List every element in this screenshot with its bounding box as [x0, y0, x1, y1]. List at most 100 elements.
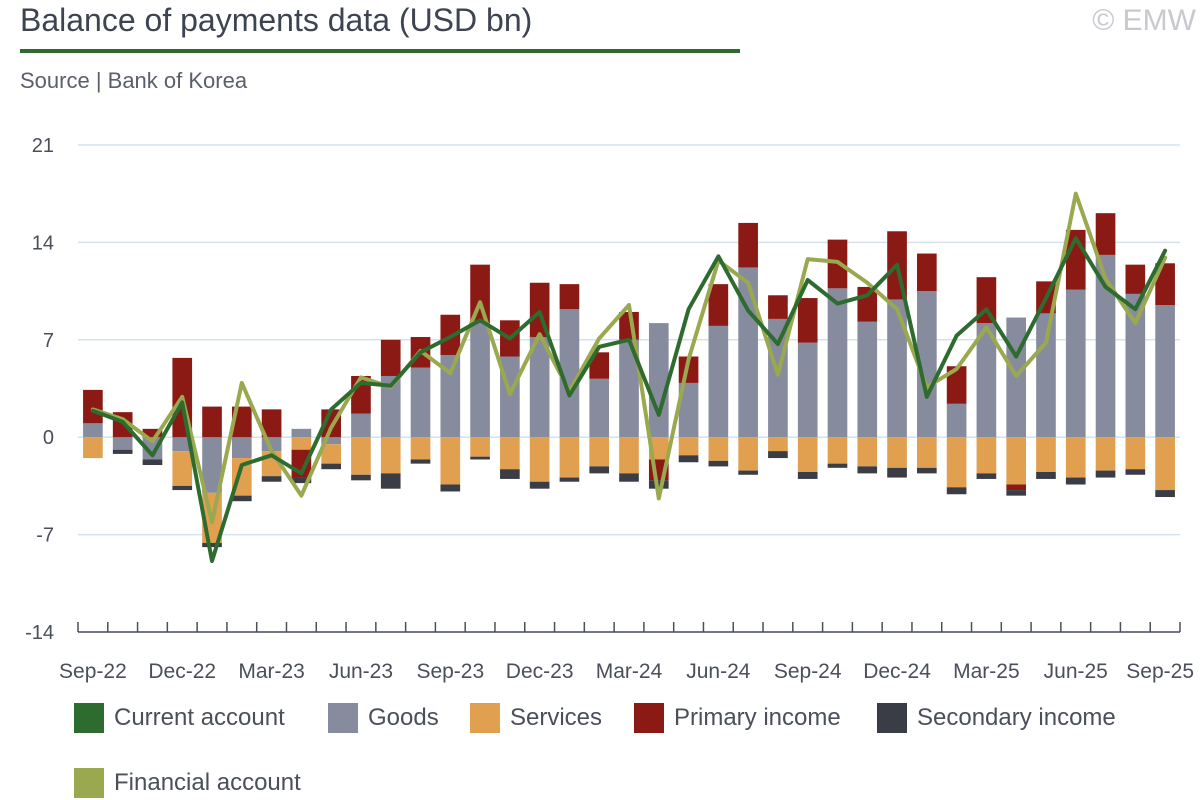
bar-secondary-income [380, 473, 401, 489]
bar-primary-income [202, 406, 222, 438]
bar-secondary-income [976, 473, 997, 479]
bar-goods [708, 325, 729, 438]
x-tick-label: Mar-23 [238, 660, 305, 683]
bar-primary-income [261, 409, 282, 438]
line-financial-account [90, 191, 1168, 525]
bar-secondary-income [231, 495, 252, 502]
bar-goods [887, 299, 907, 438]
bar-secondary-income [261, 476, 282, 482]
bar-goods [559, 309, 580, 438]
bar-goods [946, 403, 967, 438]
bar-goods [797, 342, 818, 438]
bar-goods [976, 323, 997, 438]
bar-services [708, 437, 729, 461]
bar-services [1065, 437, 1086, 478]
bar-goods [202, 437, 222, 493]
bar-secondary-income [1036, 471, 1056, 479]
bar-primary-income [559, 284, 580, 310]
bar-secondary-income [440, 484, 461, 492]
legend-swatch-services [470, 703, 500, 733]
bar-secondary-income [410, 459, 431, 464]
bar-services [797, 437, 818, 472]
legend-label-goods: Goods [368, 704, 439, 731]
legend-label-secondary-income: Secondary income [917, 704, 1116, 731]
bar-services [738, 437, 758, 471]
bar-services [917, 437, 937, 468]
bar-secondary-income [202, 542, 222, 548]
chart-title: Balance of payments data (USD bn) [20, 2, 533, 38]
x-tick-label: Sep-25 [1126, 660, 1194, 683]
bar-goods [172, 437, 193, 452]
legend-label-current-account: Current account [114, 704, 285, 731]
x-tick-label: Sep-23 [416, 660, 484, 683]
bar-secondary-income [797, 471, 818, 479]
bar-secondary-income [827, 463, 848, 468]
x-tick-label: Mar-24 [596, 660, 663, 683]
bar-services [470, 437, 490, 457]
bar-secondary-income [112, 449, 133, 454]
bar-services [589, 437, 610, 467]
bar-goods [321, 437, 341, 445]
bar-primary-income [1006, 484, 1027, 491]
bar-goods [112, 437, 133, 450]
bar-goods [529, 337, 550, 438]
bar-primary-income [83, 389, 103, 424]
legend-item-services: Services [470, 703, 602, 733]
bar-goods [857, 321, 878, 438]
legend-label-services: Services [510, 704, 603, 731]
bar-goods [917, 291, 937, 438]
bar-secondary-income [589, 466, 610, 474]
bar-secondary-income [917, 467, 937, 474]
legend-item-goods: Goods [328, 703, 439, 733]
bar-secondary-income [1095, 470, 1116, 478]
bar-secondary-income [768, 451, 788, 459]
x-tick-label: Dec-22 [148, 660, 216, 683]
bar-goods [648, 323, 669, 438]
bar-secondary-income [648, 480, 669, 489]
legend-swatch-current-account [74, 703, 104, 733]
x-tick-label: Mar-25 [953, 660, 1020, 683]
bar-services [887, 437, 907, 468]
bar-secondary-income [857, 466, 878, 474]
x-tick-label: Sep-22 [59, 660, 127, 683]
bar-services [619, 437, 639, 474]
bar-primary-income [797, 298, 818, 343]
bar-services [410, 437, 431, 460]
bar-secondary-income [678, 455, 699, 463]
bar-primary-income [917, 253, 937, 292]
y-tick-label: -7 [36, 525, 54, 547]
legend-label-financial-account: Financial account [114, 769, 301, 796]
legend-swatch-secondary-income [877, 703, 907, 733]
bar-services [559, 437, 580, 478]
x-tick-label: Jun-23 [329, 660, 393, 683]
x-tick-label: Dec-23 [506, 660, 574, 683]
bar-services [172, 451, 193, 486]
bar-secondary-income [887, 467, 907, 478]
bar-secondary-income [1125, 469, 1146, 475]
legend-item-current-account: Current account [74, 703, 285, 733]
bar-goods [351, 413, 371, 438]
bar-services [678, 437, 699, 456]
bar-goods [1155, 305, 1175, 438]
bar-services [1125, 437, 1146, 470]
bar-primary-income [470, 264, 490, 324]
bar-primary-income [1155, 263, 1175, 306]
bar-goods [589, 378, 610, 438]
bar-services [1036, 437, 1056, 472]
bar-services [827, 437, 848, 464]
bar-primary-income [1125, 264, 1146, 294]
bar-goods [738, 267, 758, 438]
legend-item-financial-account: Financial account [74, 768, 301, 798]
bar-services [976, 437, 997, 474]
bar-secondary-income [321, 463, 341, 470]
bar-primary-income [1095, 213, 1116, 255]
bar-services [83, 437, 103, 459]
bar-services [440, 437, 461, 485]
bar-services [529, 437, 550, 482]
x-tick-label: Jun-25 [1044, 660, 1108, 683]
bar-services [500, 437, 520, 470]
watermark: © EMW [1092, 4, 1196, 37]
bar-primary-income [380, 339, 401, 376]
balance-of-payments-chart: -14 -7 0 7 14 21 Sep-22 Dec-22 Mar-23 Jun-23 Sep-2… [25, 135, 1194, 683]
legend-item-primary-income: Primary income [634, 703, 841, 733]
